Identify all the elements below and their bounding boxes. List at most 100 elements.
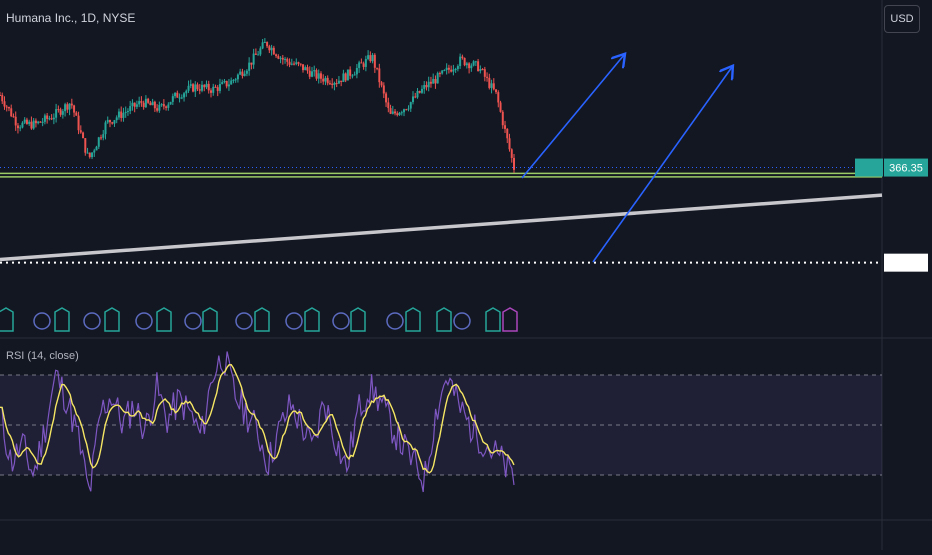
price-candle: [290, 63, 293, 65]
price-candle: [151, 101, 154, 106]
price-candle: [398, 112, 401, 116]
price-candle: [57, 109, 60, 111]
rsi-ma-line: [0, 363, 515, 474]
earnings-marker: [485, 307, 501, 332]
price-candle: [281, 57, 284, 60]
price-candle: [326, 77, 329, 84]
price-candle: [158, 104, 161, 111]
price-candle: [126, 111, 129, 113]
price-candle: [438, 73, 441, 75]
price-candle: [223, 80, 226, 83]
price-candle: [459, 56, 462, 67]
price-candle: [423, 85, 426, 89]
price-candle: [380, 82, 383, 86]
price-candle: [185, 90, 188, 94]
price-candle: [409, 102, 412, 109]
ticker-badge-box: [855, 158, 883, 177]
price-candle: [100, 137, 103, 139]
price-candle: [32, 120, 35, 129]
price-candle: [268, 46, 271, 51]
price-candle: [427, 81, 430, 88]
price-candle: [360, 62, 363, 64]
earnings-marker: [436, 307, 452, 332]
price-candle: [1, 95, 4, 102]
price-candle: [239, 71, 242, 75]
price-candle: [25, 119, 28, 124]
price-candle: [68, 103, 71, 110]
price-candle: [391, 111, 394, 114]
price-candle: [28, 121, 31, 124]
price-candle: [189, 84, 192, 86]
price-candle: [261, 42, 264, 49]
price-candle: [477, 61, 480, 72]
price-candle: [328, 83, 331, 85]
price-candle: [187, 85, 190, 91]
price-candle: [160, 104, 163, 106]
price-candle: [41, 121, 44, 123]
price-candle: [344, 73, 347, 81]
price-candle: [407, 108, 410, 110]
price-candle: [52, 117, 55, 120]
price-candle: [10, 108, 13, 117]
price-candle: [270, 47, 273, 51]
price-candle: [288, 61, 291, 65]
price-candle: [490, 83, 493, 88]
price-candle: [122, 112, 125, 118]
price-candle: [162, 104, 165, 107]
price-candle: [443, 70, 446, 72]
currency-button[interactable]: USD: [884, 5, 920, 33]
price-candle: [113, 120, 116, 124]
dividend-marker: [83, 312, 101, 330]
price-candle: [257, 54, 260, 56]
price-candle: [337, 80, 340, 84]
price-candle: [465, 63, 468, 66]
dividend-marker: [285, 312, 303, 330]
price-candle: [232, 79, 235, 81]
price-candle: [70, 103, 73, 106]
price-candle: [369, 55, 372, 62]
earnings-marker: [350, 307, 366, 332]
last-price-label: 366.35: [889, 163, 923, 175]
price-candle: [196, 84, 199, 90]
price-candle: [293, 63, 296, 65]
price-candle: [481, 69, 484, 71]
price-candle: [178, 97, 181, 99]
price-candle: [461, 56, 464, 59]
price-candle: [140, 101, 143, 103]
price-candle: [362, 63, 365, 67]
price-candle: [277, 56, 280, 59]
price-candle: [284, 58, 287, 60]
earnings-marker: [54, 307, 70, 332]
price-candle: [420, 88, 423, 93]
price-candle: [411, 96, 414, 103]
price-candle: [346, 69, 349, 81]
price-candle: [429, 81, 432, 84]
price-candle: [324, 77, 327, 82]
dividend-marker: [332, 312, 350, 330]
price-candle: [495, 89, 498, 93]
price-candle: [405, 109, 408, 111]
price-candle: [198, 89, 201, 91]
price-candle: [201, 84, 204, 91]
price-candle: [129, 106, 132, 112]
price-candle: [418, 91, 421, 93]
price-candle: [416, 91, 419, 98]
earnings-marker: [156, 307, 172, 332]
price-candle: [450, 69, 453, 72]
price-candle: [432, 79, 435, 84]
price-candle: [212, 86, 215, 93]
price-candle: [104, 122, 107, 135]
price-candle: [180, 97, 183, 99]
price-candle: [488, 77, 491, 88]
price-candle: [73, 105, 76, 113]
price-candle: [434, 79, 437, 84]
price-candle: [21, 122, 24, 128]
price-candle: [221, 82, 224, 85]
price-candle: [216, 87, 219, 91]
price-candle: [474, 61, 477, 63]
price-candle: [124, 111, 127, 113]
price-candle: [245, 70, 248, 74]
price-candle: [310, 71, 313, 77]
